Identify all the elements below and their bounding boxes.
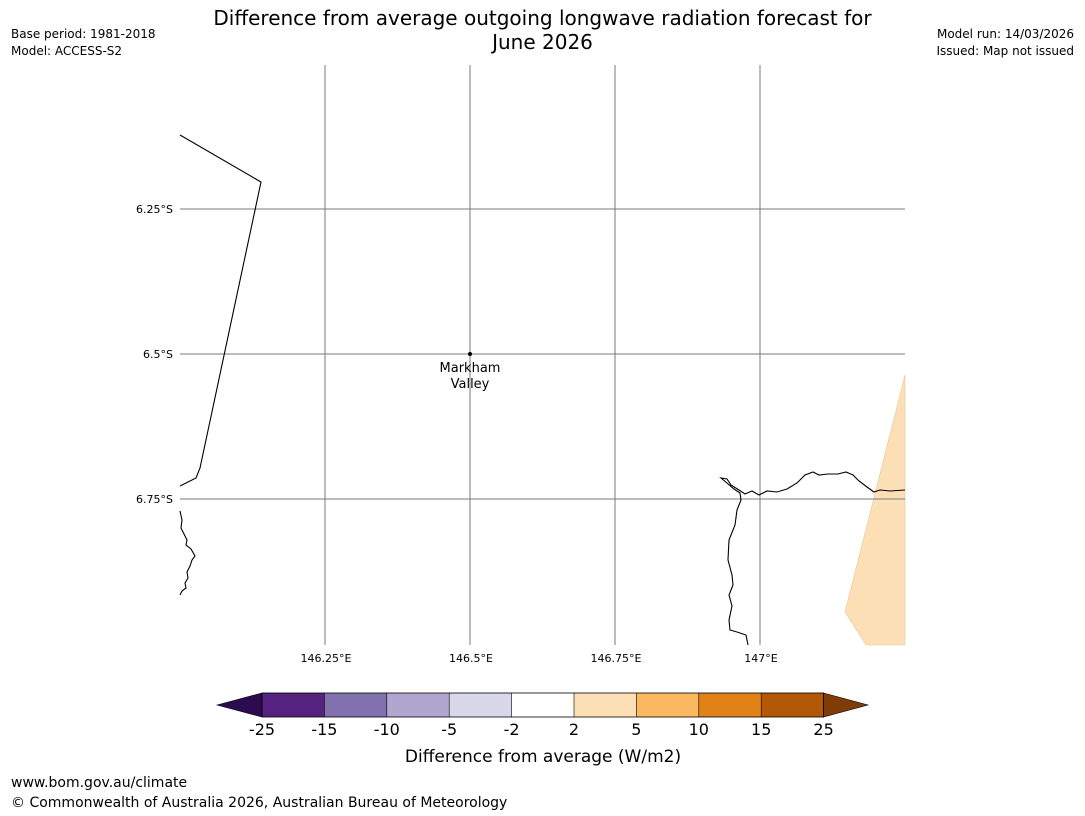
colorbar: -25 -15 -10 -5 -2 2 5 10 15 25 Differenc… xyxy=(215,692,870,767)
place-label-line-2: Valley xyxy=(451,377,490,392)
lat-label-6-5: 6.5°S xyxy=(143,348,173,361)
base-period: Base period: 1981-2018 xyxy=(11,27,156,41)
colorbar-swatch-8 xyxy=(698,693,762,717)
colorbar-tick: -2 xyxy=(504,720,520,739)
colorbar-swatch-7 xyxy=(636,693,699,717)
lat-label-6-25: 6.25°S xyxy=(136,203,173,216)
colorbar-swatch-3 xyxy=(386,693,450,717)
markham-valley-marker xyxy=(468,352,472,356)
colorbar-swatch-9 xyxy=(761,693,824,717)
colorbar-outline xyxy=(261,692,824,718)
colorbar-tick: 2 xyxy=(569,720,579,739)
meta-right: Model run: 14/03/2026 Issued: Map not is… xyxy=(936,26,1074,60)
coastline-west xyxy=(179,510,196,596)
lon-label-146-75: 146.75°E xyxy=(591,652,642,665)
coastline-east xyxy=(719,471,906,646)
lon-label-146-25: 146.25°E xyxy=(301,652,352,665)
colorbar-tick: -5 xyxy=(441,720,457,739)
lat-label-6-75: 6.75°S xyxy=(136,493,173,506)
model-run: Model run: 14/03/2026 xyxy=(936,27,1074,41)
lon-label-147: 147°E xyxy=(744,652,777,665)
graticule xyxy=(180,65,905,645)
colorbar-swatch-1 xyxy=(262,693,325,717)
colorbar-swatch-6 xyxy=(574,693,637,717)
title-line-1: Difference from average outgoing longwav… xyxy=(213,6,872,30)
colorbar-swatch-2 xyxy=(324,693,387,717)
footer-url: www.bom.gov.au/climate xyxy=(11,775,188,791)
lon-label-146-5: 146.5°E xyxy=(449,652,493,665)
colorbar-tick: 5 xyxy=(631,720,641,739)
boundary-line-west xyxy=(179,134,262,487)
model-name: Model: ACCESS-S2 xyxy=(11,44,123,58)
colorbar-extend-high xyxy=(823,692,870,718)
anomaly-fill-region xyxy=(844,374,906,646)
colorbar-tick: -25 xyxy=(249,720,275,739)
colorbar-label: Difference from average (W/m2) xyxy=(405,747,681,767)
colorbar-extend-low xyxy=(215,692,263,718)
colorbar-tick: 25 xyxy=(813,720,833,739)
issued-status: Issued: Map not issued xyxy=(936,44,1074,58)
colorbar-tick: 10 xyxy=(689,720,709,739)
map-title: Difference from average outgoing longwav… xyxy=(180,6,905,54)
colorbar-tick: -10 xyxy=(374,720,400,739)
colorbar-tick: 15 xyxy=(751,720,771,739)
place-label-line-1: Markham xyxy=(440,361,501,376)
colorbar-swatch-5 xyxy=(511,693,574,717)
title-line-2: June 2026 xyxy=(492,30,593,54)
colorbar-swatch-4 xyxy=(449,693,512,717)
colorbar-tick: -15 xyxy=(311,720,337,739)
footer-copyright: © Commonwealth of Australia 2026, Austra… xyxy=(11,795,508,811)
meta-left: Base period: 1981-2018 Model: ACCESS-S2 xyxy=(11,26,156,60)
